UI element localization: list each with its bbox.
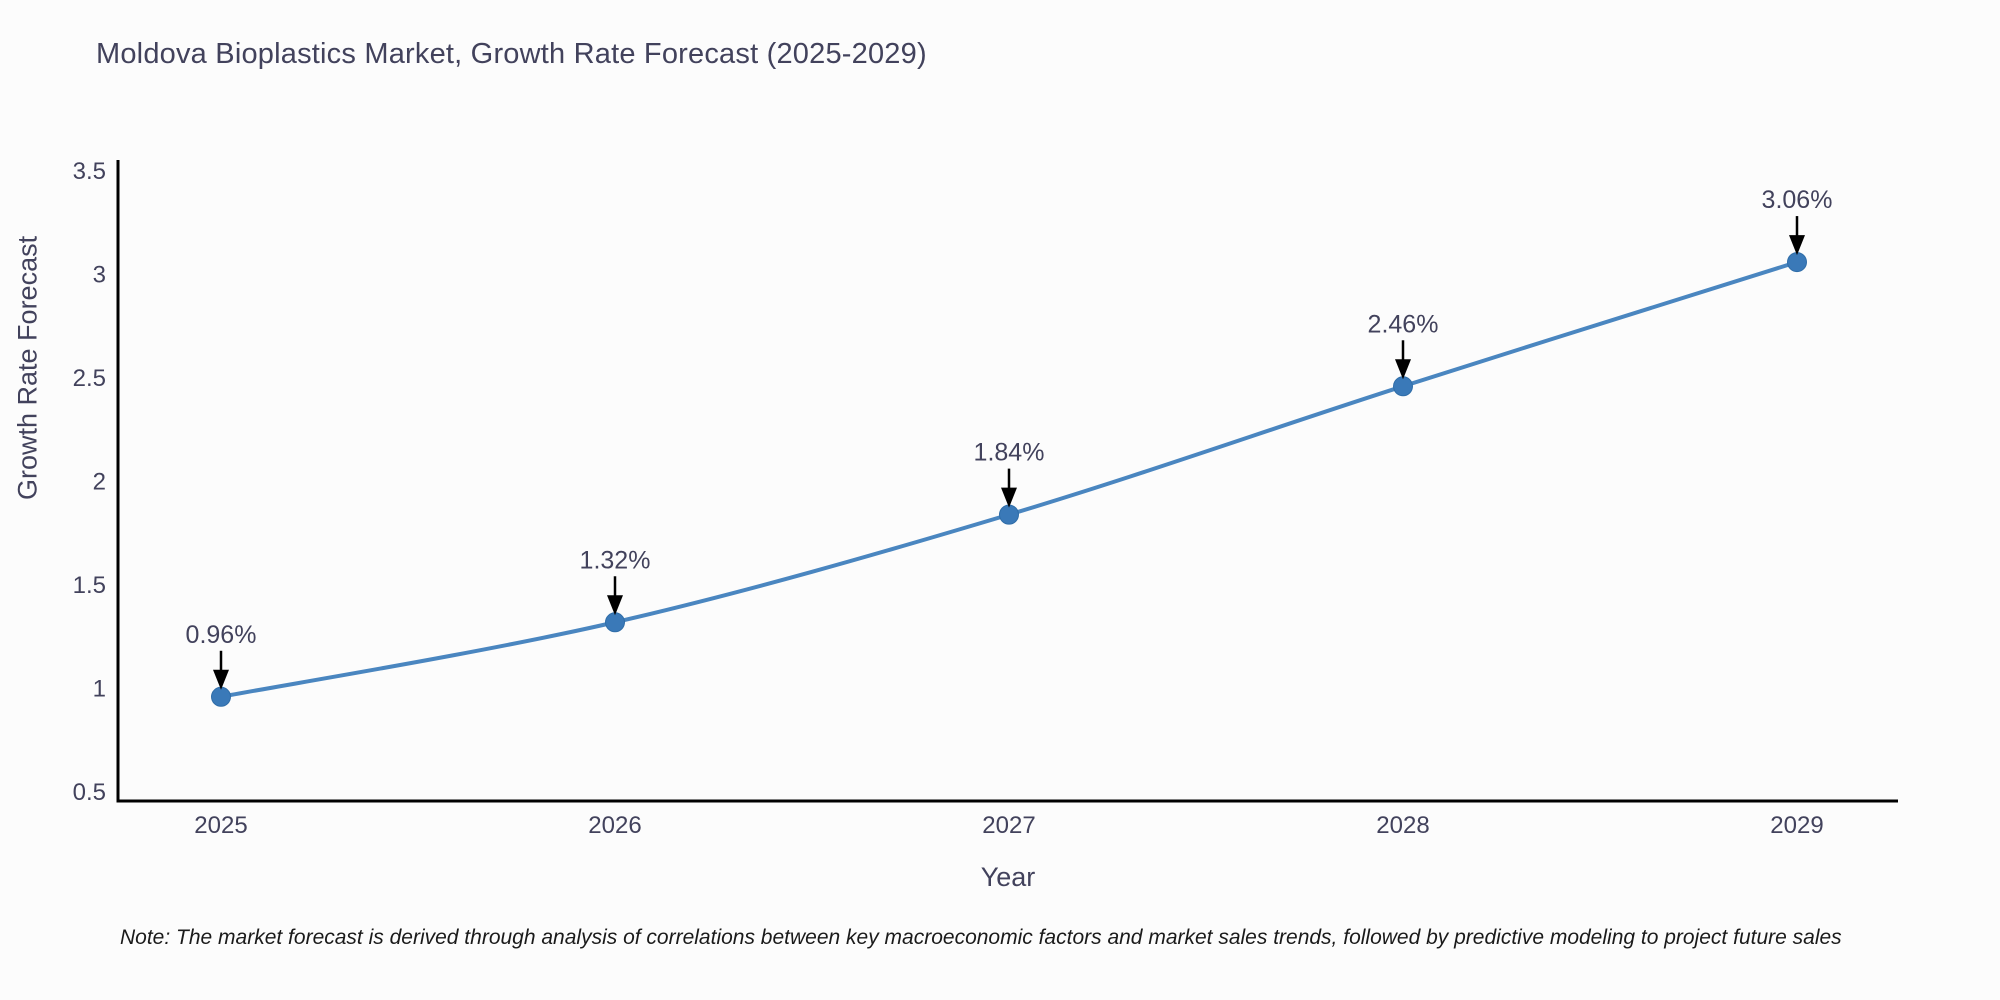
annotation-label: 1.32% <box>580 546 651 574</box>
x-axis-tick-label: 2029 <box>1770 812 1823 839</box>
footnote: Note: The market forecast is derived thr… <box>120 926 1842 949</box>
annotation-arrow-head <box>1789 235 1805 256</box>
y-axis-tick-label: 3 <box>93 262 106 289</box>
data-point-marker <box>1393 376 1413 397</box>
y-axis-tick-label: 2.5 <box>73 365 106 392</box>
y-axis-title: Growth Rate Forecast <box>13 236 44 500</box>
x-axis-tick-label: 2026 <box>588 812 641 839</box>
y-axis-tick-label: 3.5 <box>73 158 106 185</box>
x-axis-tick-label: 2025 <box>194 812 247 839</box>
y-axis-title-text: Growth Rate Forecast <box>12 235 43 500</box>
x-axis-tick-label: 2028 <box>1376 812 1429 839</box>
annotation-arrow-head <box>1395 359 1411 380</box>
data-point-marker <box>211 686 231 707</box>
data-point-marker <box>999 504 1019 525</box>
data-point-marker <box>605 612 625 633</box>
annotation-arrow-head <box>607 595 623 616</box>
annotation-label: 0.96% <box>186 621 257 649</box>
y-axis-tick-label: 1.5 <box>73 572 106 599</box>
annotation-label: 3.06% <box>1762 186 1833 214</box>
x-axis-title: Year <box>980 862 1036 892</box>
annotation-arrow-head <box>213 669 229 690</box>
annotation-label: 2.46% <box>1368 310 1439 338</box>
annotation-label: 1.84% <box>974 439 1045 467</box>
chart-title: Moldova Bioplastics Market, Growth Rate … <box>96 38 927 70</box>
annotation-arrow-head <box>1001 487 1017 508</box>
y-axis-tick-label: 1 <box>93 676 106 703</box>
y-axis-tick-label: 2 <box>93 469 106 496</box>
y-axis-tick-label: 0.5 <box>73 779 106 806</box>
data-point-marker <box>1787 252 1807 273</box>
x-axis-tick-label: 2027 <box>982 812 1035 839</box>
